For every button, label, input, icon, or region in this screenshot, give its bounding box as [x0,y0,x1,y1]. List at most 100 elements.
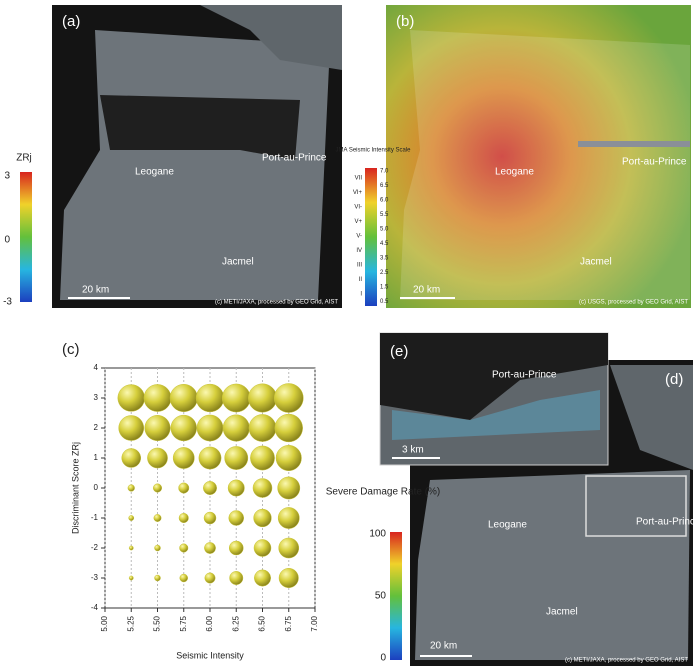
colorbar [20,172,32,302]
bubble [276,445,301,470]
place-label: Jacmel [546,607,578,618]
bubble [223,415,249,441]
place-label: Leogane [495,167,534,178]
bubble [179,513,188,522]
x-tick-label: 6.75 [284,615,293,631]
place-label: Port-au-Prince [636,517,693,528]
colorbar-title: ZRj [16,153,32,164]
colorbar-label: 0 [4,235,10,246]
bubble [147,448,167,468]
bubble [225,446,248,469]
colorbar-class: VI+ [353,190,363,196]
y-tick-label: 0 [94,483,99,492]
bubble [129,515,134,520]
map-land [415,470,690,660]
scale-label: 20 km [413,285,440,296]
colorbar-label: 6.0 [380,198,389,204]
colorbar-label: 2.5 [380,270,389,276]
bubble [278,507,299,528]
colorbar-label: 1.5 [380,285,389,291]
colorbar-class: I [360,292,362,298]
bubble [204,542,215,553]
colorbar-label: 6.5 [380,183,389,189]
bubble [248,384,276,412]
colorbar-title: JMA Seismic Intensity Scale [335,148,411,154]
bubble [144,384,171,411]
bubble [154,514,161,521]
colorbar-class: IV [356,248,362,254]
colorbar-label: 5.5 [380,212,389,218]
colorbar-class: III [357,263,362,269]
colorbar-label: 100 [369,529,386,540]
colorbar-label: 50 [375,591,387,602]
colorbar-label: 3.5 [380,256,389,262]
colorbar-class: II [359,277,363,283]
panel-d: (d) Leogane Port-au-Prince Jacmel 20 km … [326,333,693,666]
y-tick-label: 1 [94,453,99,462]
bubble-chart: (c) Seismic Intensity Discriminant Score… [62,341,319,660]
bubble [179,483,189,493]
bubble [204,512,216,524]
y-tick-label: 3 [94,393,99,402]
bubble [230,571,243,584]
bubble [254,570,270,586]
bubble [129,576,133,580]
colorbar-label: 5.0 [380,227,389,233]
bubble [254,540,271,557]
x-tick-label: 7.00 [310,615,319,631]
bubble [199,447,221,469]
place-label: Port-au-Prince [492,370,557,381]
panel-b: (b) Leogane Port-au-Prince Jacmel 20 km … [335,5,691,308]
y-axis-title: Discriminant Score ZRj [70,442,80,534]
map-land [60,30,330,300]
y-tick-label: -4 [91,603,99,612]
credit: (c) METI/JAXA, processed by GEO Grid, AI… [215,300,338,306]
colorbar-class: V+ [354,219,362,225]
bubble [119,415,144,440]
scale-label: 20 km [430,641,457,652]
x-tick-label: 6.25 [231,615,240,631]
bubble [180,544,188,552]
scale-label: 3 km [402,445,424,456]
bubble [274,383,303,412]
colorbar-label: -3 [3,297,12,308]
colorbar-title: Severe Damage Rate (%) [326,487,441,498]
bubble [196,384,224,412]
bubble [155,545,161,551]
bubble [122,449,141,468]
credit: (c) USGS, processed by GEO Grid, AIST [579,300,688,306]
bubble [197,415,223,441]
y-tick-label: 4 [94,363,99,372]
colorbar-class: VII [355,176,363,182]
colorbar [365,168,377,306]
bubble [229,511,244,526]
place-label: Jacmel [222,257,254,268]
bubble [229,541,243,555]
y-tick-label: 2 [94,423,99,432]
place-label: Port-au-Prince [262,153,327,164]
bubble [279,538,299,558]
x-tick-label: 5.25 [126,615,135,631]
y-tick-label: -1 [91,513,99,522]
y-tick-label: -2 [91,543,99,552]
place-label: Port-au-Prince [622,157,687,168]
colorbar-label: 0.5 [380,299,389,305]
colorbar-class: V- [356,234,362,240]
place-label: Leogane [135,167,174,178]
bubble [155,575,161,581]
bubble [173,447,194,468]
bubble [222,384,250,412]
bubble [128,485,135,492]
panel-label: (b) [396,13,414,30]
chart-title: (c) [62,341,80,358]
place-label: Jacmel [580,257,612,268]
bubble [129,546,133,550]
bubble [228,480,244,496]
bubble [254,509,272,527]
scale-label: 20 km [82,285,109,296]
x-axis-title: Seismic Intensity [176,650,244,660]
bubble [278,477,300,499]
bubble [275,414,303,442]
x-tick-label: 5.50 [153,615,162,631]
colorbar-label: 0 [380,653,386,664]
